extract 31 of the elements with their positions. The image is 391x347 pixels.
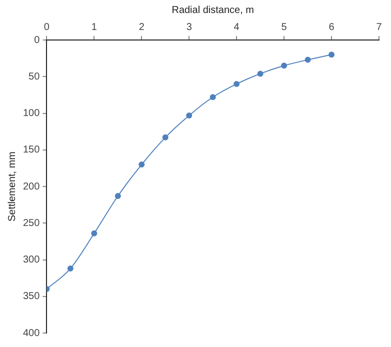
point — [91, 230, 98, 236]
point — [281, 62, 288, 69]
point — [210, 94, 216, 100]
y-tick-label: 200 — [22, 181, 40, 192]
point — [328, 52, 335, 58]
y-tick-label: 400 — [22, 328, 40, 339]
x-axis-title: Radial distance, m — [172, 4, 254, 16]
point — [234, 80, 240, 87]
y-tick-label: 300 — [22, 254, 40, 266]
point — [162, 134, 168, 140]
point — [304, 56, 311, 63]
point — [114, 193, 121, 200]
x-tick-label: 0 — [44, 22, 50, 33]
y-axis-title: Settlement, mm — [6, 151, 18, 222]
x-tick-label: 7 — [376, 22, 382, 33]
x-tick-label: 4 — [234, 22, 240, 33]
point — [67, 266, 74, 272]
x-tick-label: 5 — [281, 22, 288, 33]
point — [257, 70, 264, 77]
y-tick-label: 250 — [22, 218, 40, 229]
x-tick-label: 2 — [138, 22, 145, 33]
x-tick-label: 6 — [328, 22, 335, 33]
x-tick-label: 3 — [186, 22, 192, 33]
x-tick-label: 1 — [91, 22, 98, 33]
y-tick-label: 100 — [22, 108, 40, 119]
point — [186, 112, 192, 118]
y-tick-label: 0 — [34, 34, 40, 46]
y-tick-label: 150 — [22, 144, 40, 156]
point — [138, 162, 145, 168]
y-tick-label: 350 — [22, 291, 40, 302]
y-tick-label: 50 — [28, 71, 40, 82]
